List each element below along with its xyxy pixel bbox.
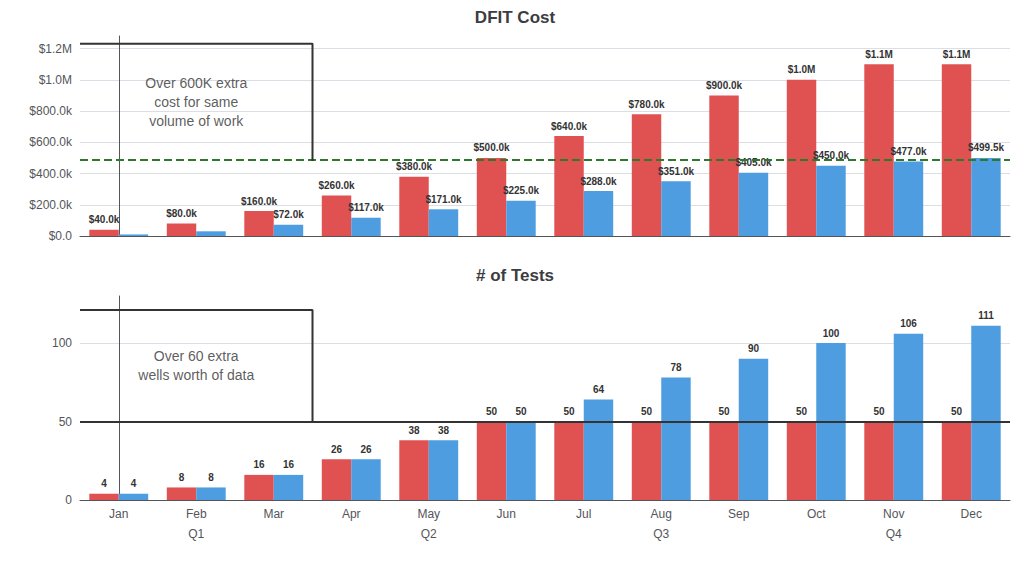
- svg-text:Apr: Apr: [342, 507, 361, 521]
- svg-text:$600.0k: $600.0k: [29, 135, 73, 149]
- svg-text:50: 50: [718, 406, 730, 417]
- svg-text:26: 26: [331, 444, 343, 455]
- svg-text:Over 600K extra: Over 600K extra: [145, 75, 247, 91]
- svg-text:Dec: Dec: [961, 507, 982, 521]
- svg-text:50: 50: [59, 415, 73, 429]
- svg-text:4: 4: [101, 478, 107, 489]
- svg-text:$351.0k: $351.0k: [658, 166, 695, 177]
- svg-text:May: May: [417, 507, 440, 521]
- svg-text:Nov: Nov: [883, 507, 904, 521]
- svg-text:Q1: Q1: [188, 527, 204, 541]
- svg-text:$117.0k: $117.0k: [348, 202, 384, 213]
- svg-text:$500.0k: $500.0k: [473, 142, 510, 153]
- svg-text:16: 16: [253, 459, 265, 470]
- svg-text:100: 100: [52, 336, 72, 350]
- svg-text:Aug: Aug: [651, 507, 672, 521]
- svg-text:$780.0k: $780.0k: [628, 99, 665, 110]
- svg-text:Sep: Sep: [728, 507, 750, 521]
- svg-text:$900.0k: $900.0k: [706, 80, 743, 91]
- svg-text:$499.5k: $499.5k: [968, 142, 1005, 153]
- svg-text:38: 38: [408, 425, 420, 436]
- svg-text:$1.1M: $1.1M: [865, 49, 893, 60]
- svg-text:# of Tests: # of Tests: [476, 266, 554, 285]
- svg-text:90: 90: [748, 343, 760, 354]
- svg-text:50: 50: [873, 406, 885, 417]
- svg-text:38: 38: [438, 425, 450, 436]
- svg-text:50: 50: [563, 406, 575, 417]
- svg-text:Over 60 extra: Over 60 extra: [154, 348, 239, 364]
- svg-text:$40.0k: $40.0k: [89, 214, 120, 225]
- svg-text:volume of work: volume of work: [149, 113, 244, 129]
- svg-text:Jun: Jun: [497, 507, 516, 521]
- svg-text:$405.0k: $405.0k: [735, 157, 772, 168]
- svg-text:DFIT Cost: DFIT Cost: [475, 8, 556, 27]
- svg-text:Mar: Mar: [263, 507, 284, 521]
- svg-text:$477.0k: $477.0k: [890, 146, 927, 157]
- svg-text:$160.0k: $160.0k: [241, 196, 278, 207]
- svg-text:$80.0k: $80.0k: [166, 208, 197, 219]
- svg-text:78: 78: [670, 362, 682, 373]
- svg-text:50: 50: [951, 406, 963, 417]
- svg-text:$1.0M: $1.0M: [39, 73, 72, 87]
- svg-text:$72.0k: $72.0k: [273, 209, 304, 220]
- svg-text:50: 50: [641, 406, 653, 417]
- svg-text:50: 50: [515, 406, 527, 417]
- svg-text:Jan: Jan: [109, 507, 128, 521]
- svg-text:$0.0: $0.0: [49, 229, 73, 243]
- svg-text:100: 100: [823, 328, 840, 339]
- svg-text:$1.1M: $1.1M: [943, 49, 971, 60]
- svg-text:26: 26: [360, 444, 372, 455]
- svg-text:$400.0k: $400.0k: [29, 167, 73, 181]
- svg-text:$225.0k: $225.0k: [503, 185, 540, 196]
- svg-text:16: 16: [283, 459, 295, 470]
- svg-text:8: 8: [208, 472, 214, 483]
- svg-text:wells worth of data: wells worth of data: [137, 367, 254, 383]
- svg-text:$200.0k: $200.0k: [29, 198, 73, 212]
- svg-text:$288.0k: $288.0k: [580, 176, 617, 187]
- svg-text:8: 8: [179, 472, 185, 483]
- svg-text:Q3: Q3: [653, 527, 669, 541]
- svg-text:Q4: Q4: [886, 527, 902, 541]
- svg-text:64: 64: [593, 384, 605, 395]
- svg-text:$380.0k: $380.0k: [396, 161, 433, 172]
- svg-text:Oct: Oct: [807, 507, 826, 521]
- svg-text:$260.0k: $260.0k: [318, 180, 355, 191]
- svg-text:0: 0: [65, 493, 72, 507]
- svg-text:$450.0k: $450.0k: [812, 150, 850, 162]
- svg-text:106: 106: [900, 318, 917, 329]
- svg-text:Jul: Jul: [576, 507, 591, 521]
- svg-text:50: 50: [486, 406, 498, 417]
- svg-text:Feb: Feb: [186, 507, 207, 521]
- svg-text:$800.0k: $800.0k: [29, 104, 73, 118]
- svg-text:$171.0k: $171.0k: [425, 194, 462, 205]
- svg-text:111: 111: [978, 310, 994, 321]
- svg-text:Q2: Q2: [421, 527, 437, 541]
- svg-text:50: 50: [796, 406, 808, 417]
- svg-text:$640.0k: $640.0k: [551, 121, 588, 132]
- svg-text:$1.0M: $1.0M: [788, 64, 816, 75]
- svg-text:4: 4: [131, 478, 137, 489]
- svg-text:$1.2M: $1.2M: [39, 42, 72, 56]
- svg-text:cost for same: cost for same: [154, 94, 238, 110]
